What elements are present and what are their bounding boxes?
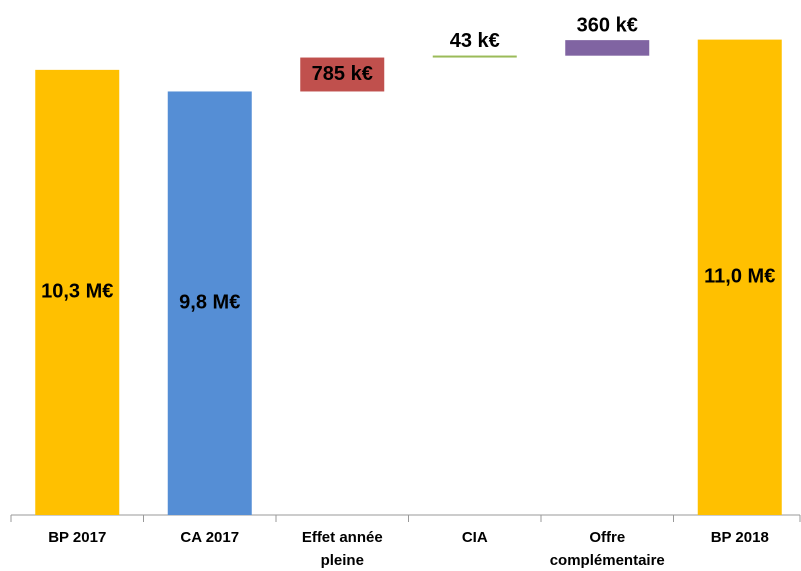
bar	[300, 57, 385, 92]
value-label: 11,0 M€	[704, 266, 775, 288]
bar	[432, 55, 517, 58]
value-label: 360 k€	[577, 14, 638, 36]
x-tick-label: Effet année pleine	[301, 529, 383, 569]
x-tick-label: BP 2018	[710, 529, 769, 546]
bar	[697, 39, 782, 515]
x-tick-label: BP 2017	[48, 529, 107, 546]
value-label: 785 k€	[312, 63, 373, 85]
x-tick-label: CA 2017	[180, 529, 240, 546]
x-tick-label: CIA	[461, 529, 488, 546]
value-label: 9,8 M€	[179, 292, 240, 314]
x-tick-label: Offre complémentaire	[549, 529, 665, 569]
bar	[35, 69, 120, 515]
bar	[167, 91, 252, 515]
bar	[565, 40, 650, 56]
value-label: 43 k€	[450, 30, 500, 52]
value-label: 10,3 M€	[41, 281, 113, 303]
